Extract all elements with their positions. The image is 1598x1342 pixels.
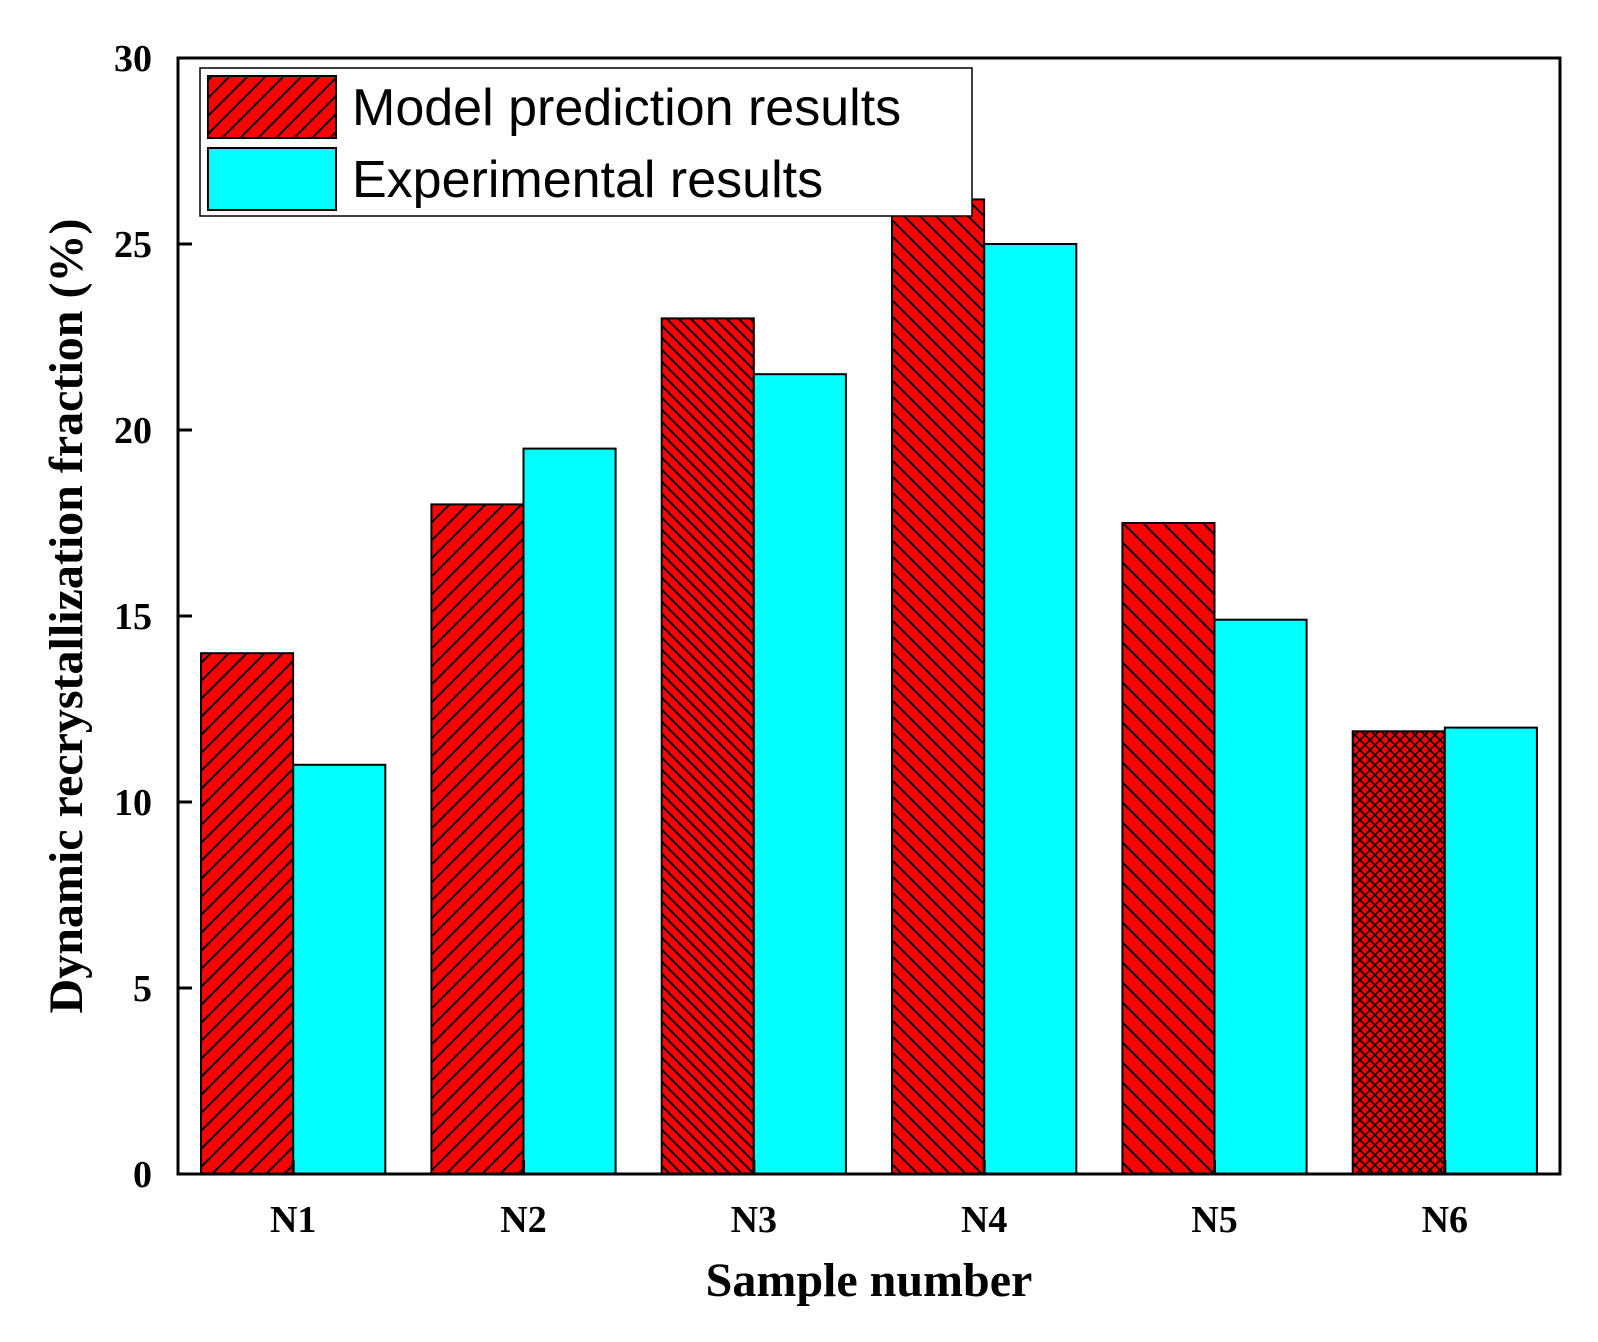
y-axis: 0 5 10 15 20 25 30 <box>114 38 192 1196</box>
x-axis-title: Sample number <box>706 1254 1033 1307</box>
legend-label-model-prediction: Model prediction results <box>352 79 901 137</box>
bars-layer <box>200 198 1538 1176</box>
y-tick-label: 0 <box>133 1154 152 1196</box>
bar-experimental-n6 <box>1443 726 1538 1175</box>
y-tick-label: 10 <box>114 782 152 824</box>
x-tick-label-n4: N4 <box>961 1199 1007 1241</box>
y-tick-label: 20 <box>114 410 152 452</box>
legend: Model prediction results Experimental re… <box>199 67 973 217</box>
bar-experimental-n5 <box>1213 618 1308 1175</box>
y-tick-label: 25 <box>114 224 152 266</box>
bar-model-prediction-n6 <box>1351 730 1446 1175</box>
y-tick-label: 30 <box>114 38 152 80</box>
bar-model-prediction-n2 <box>430 503 525 1175</box>
x-tick-label-n3: N3 <box>731 1199 777 1241</box>
x-tick-label-n2: N2 <box>500 1199 546 1241</box>
x-tick-label-n1: N1 <box>270 1199 316 1241</box>
y-tick-label: 5 <box>133 968 152 1010</box>
bar-model-prediction-n5 <box>1121 522 1216 1175</box>
legend-swatch-experimental <box>207 147 337 211</box>
y-tick-label: 15 <box>114 596 152 638</box>
legend-swatch-model-prediction <box>207 75 337 139</box>
x-axis: N1 N2 N3 N4 N5 N6 <box>270 1160 1468 1241</box>
bar-model-prediction-n3 <box>660 317 755 1175</box>
bar-experimental-n3 <box>752 373 847 1175</box>
bar-model-prediction-n4 <box>891 198 986 1175</box>
bar-experimental-n1 <box>292 763 387 1175</box>
x-tick-label-n5: N5 <box>1191 1199 1237 1241</box>
y-axis-title: Dynamic recrystallization fraction (%) <box>40 219 93 1014</box>
x-tick-label-n6: N6 <box>1422 1199 1468 1241</box>
bar-experimental-n2 <box>522 447 617 1176</box>
legend-label-experimental: Experimental results <box>352 151 823 209</box>
bar-experimental-n4 <box>983 243 1078 1175</box>
bar-model-prediction-n1 <box>200 652 295 1175</box>
